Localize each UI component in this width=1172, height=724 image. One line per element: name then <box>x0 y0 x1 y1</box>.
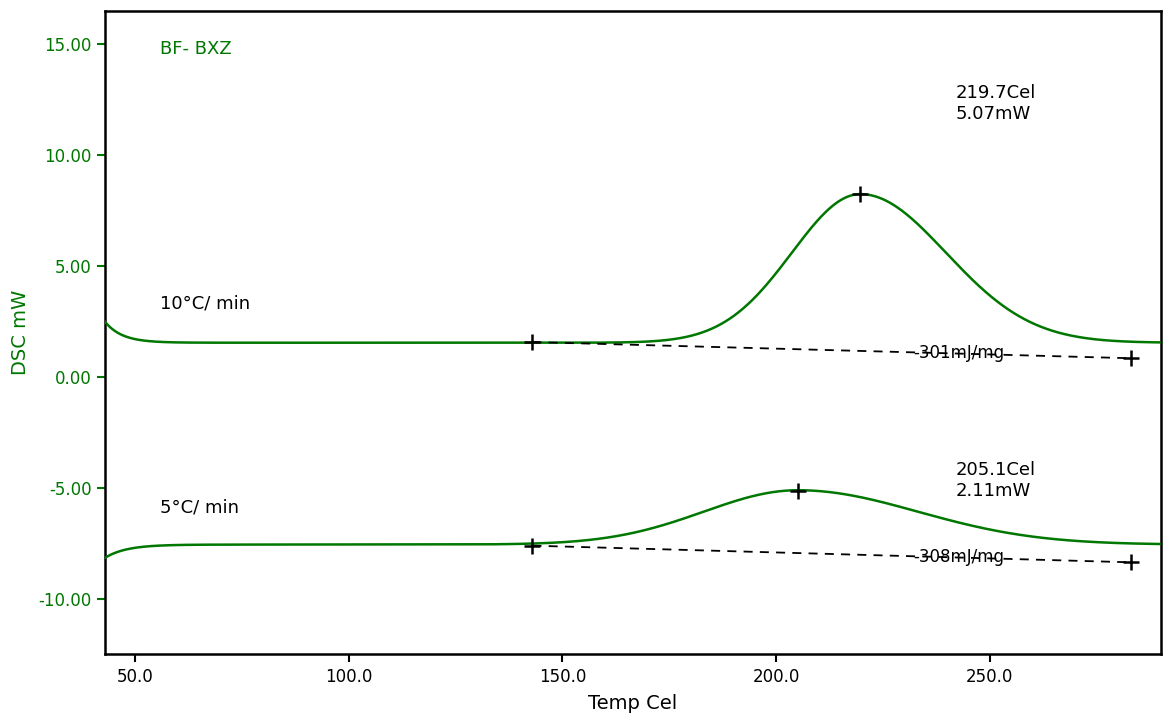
Text: 5°C/ min: 5°C/ min <box>161 499 239 517</box>
Text: -308mJ/mg: -308mJ/mg <box>913 548 1004 565</box>
Text: -301mJ/mg: -301mJ/mg <box>913 344 1004 362</box>
Text: 219.7Cel
5.07mW: 219.7Cel 5.07mW <box>955 84 1036 123</box>
Text: 10°C/ min: 10°C/ min <box>161 295 251 313</box>
Text: BF- BXZ: BF- BXZ <box>161 40 232 58</box>
X-axis label: Temp Cel: Temp Cel <box>588 694 677 713</box>
Y-axis label: DSC mW: DSC mW <box>11 290 30 375</box>
Text: 205.1Cel
2.11mW: 205.1Cel 2.11mW <box>955 461 1036 500</box>
